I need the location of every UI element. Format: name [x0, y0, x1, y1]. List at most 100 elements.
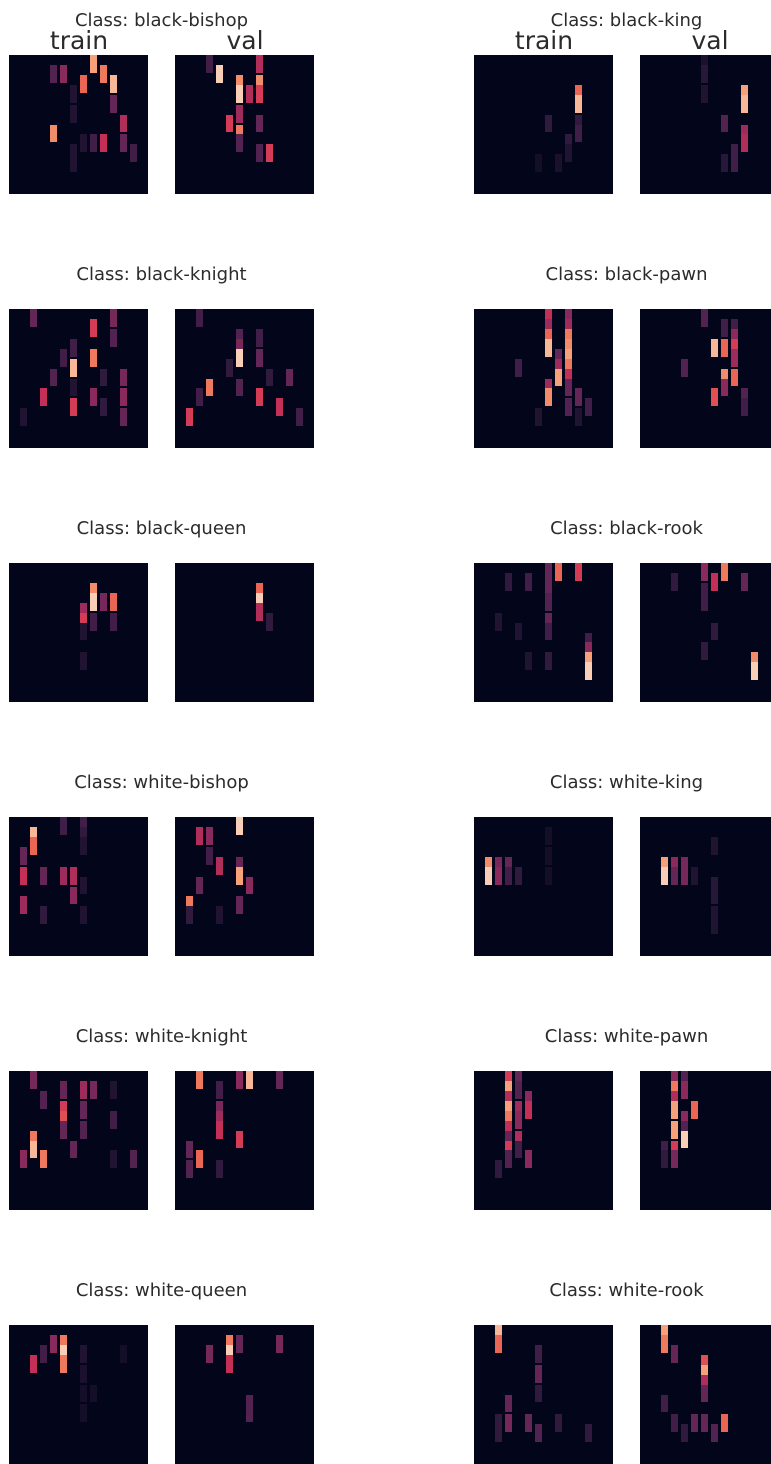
heatmap-cell: [255, 114, 263, 133]
heatmap-cell: [40, 906, 48, 925]
heatmap-cell: [710, 572, 718, 591]
heatmap-cell: [671, 1150, 679, 1169]
heatmap-title: Class: black-king: [550, 10, 703, 31]
heatmap-cell: [701, 64, 708, 83]
heatmap-cell: [525, 1100, 533, 1119]
heatmap-cell: [89, 582, 97, 601]
heatmap-cell: [544, 592, 552, 611]
heatmap-cell: [255, 582, 263, 601]
heatmap-cell: [186, 896, 194, 915]
heatmap-cell: [681, 358, 689, 377]
heatmap-cell: [206, 55, 214, 73]
heatmap-cell: [216, 1120, 224, 1139]
heatmap-cell: [671, 1071, 679, 1089]
heatmap-cell: [50, 64, 58, 83]
heatmap-cell: [671, 1414, 679, 1433]
heatmap-cell: [30, 826, 38, 845]
heatmap-cell: [525, 1414, 533, 1433]
heatmap-cell: [495, 856, 503, 875]
heatmap-cell: [544, 338, 552, 357]
heatmap-cell: [710, 622, 718, 641]
heatmap-cell: [236, 1130, 243, 1149]
heatmap-cell: [584, 662, 592, 681]
heatmap-cell: [60, 1334, 68, 1353]
heatmap-cell: [720, 318, 728, 337]
heatmap-panel-train: [474, 1325, 613, 1464]
heatmap-panel-val: [175, 55, 314, 194]
heatmap-cell: [495, 612, 503, 631]
heatmap-cell: [60, 817, 68, 835]
heatmap-cell: [505, 1394, 513, 1413]
heatmap-title: Class: black-rook: [550, 518, 703, 539]
heatmap-cell: [544, 866, 552, 885]
heatmap-cell: [740, 572, 748, 591]
heatmap-cell: [226, 114, 234, 133]
heatmap-cell: [681, 866, 689, 885]
heatmap-cell: [564, 134, 572, 153]
heatmap-cell: [129, 1150, 137, 1169]
heatmap-cell: [564, 368, 572, 387]
heatmap-cell: [186, 906, 194, 925]
heatmap-cell: [50, 368, 58, 387]
heatmap-panel-val: [640, 1325, 771, 1464]
heatmap-cell: [245, 1071, 253, 1089]
heatmap-cell: [89, 388, 97, 407]
heatmap-cell: [515, 866, 523, 885]
heatmap-cell: [60, 866, 68, 885]
heatmap-cell: [30, 836, 38, 855]
heatmap-title: Class: black-bishop: [74, 10, 249, 31]
heatmap-cell: [70, 378, 77, 397]
heatmap-cell: [89, 592, 97, 611]
heatmap-title: Class: black-knight: [76, 264, 247, 285]
heatmap-cell: [505, 1120, 513, 1139]
heatmap-cell: [505, 1090, 513, 1109]
heatmap-cell: [701, 592, 708, 611]
heatmap-cell: [60, 1120, 68, 1139]
heatmap-cell: [515, 1100, 523, 1119]
heatmap-cell: [30, 1354, 38, 1373]
heatmap-cell: [730, 328, 738, 347]
heatmap-cell: [236, 124, 243, 143]
heatmap-cell: [99, 64, 107, 83]
heatmap-cell: [710, 906, 718, 925]
heatmap-cell: [720, 1414, 728, 1433]
heatmap-cell: [505, 866, 513, 885]
heatmap-cell: [196, 876, 204, 895]
heatmap-cell: [515, 1140, 523, 1159]
column-label-val: val: [691, 26, 729, 55]
heatmap-cell: [564, 378, 572, 397]
heatmap-cell: [740, 94, 748, 113]
heatmap-cell: [525, 1150, 533, 1169]
heatmap-cell: [236, 74, 243, 93]
heatmap-cell: [79, 622, 87, 641]
heatmap-cell: [671, 1344, 679, 1363]
heatmap-cell: [196, 388, 204, 407]
heatmap-cell: [255, 348, 263, 367]
heatmap-cell: [584, 1424, 592, 1443]
heatmap-cell: [554, 1414, 562, 1433]
heatmap-cell: [40, 1344, 48, 1363]
heatmap-cell: [710, 876, 718, 895]
heatmap-cell: [564, 398, 572, 417]
heatmap-cell: [485, 866, 493, 885]
heatmap-cell: [236, 896, 243, 915]
heatmap-cell: [574, 114, 582, 133]
heatmap-title: Class: black-queen: [76, 518, 247, 539]
heatmap-cell: [70, 84, 77, 103]
heatmap-cell: [554, 358, 562, 377]
heatmap-cell: [485, 856, 493, 875]
heatmap-cell: [671, 1080, 679, 1099]
heatmap-cell: [30, 1071, 38, 1089]
heatmap-cell: [226, 358, 234, 377]
heatmap-cell: [544, 846, 552, 865]
heatmap-cell: [109, 612, 117, 631]
heatmap-cell: [495, 1334, 503, 1353]
heatmap-cell: [515, 358, 523, 377]
heatmap-cell: [40, 1150, 48, 1169]
heatmap-cell: [119, 114, 127, 133]
heatmap-cell: [671, 866, 679, 885]
heatmap-cell: [216, 906, 224, 925]
heatmap-cell: [515, 1071, 523, 1089]
heatmap-cell: [671, 856, 679, 875]
heatmap-cell: [255, 144, 263, 163]
